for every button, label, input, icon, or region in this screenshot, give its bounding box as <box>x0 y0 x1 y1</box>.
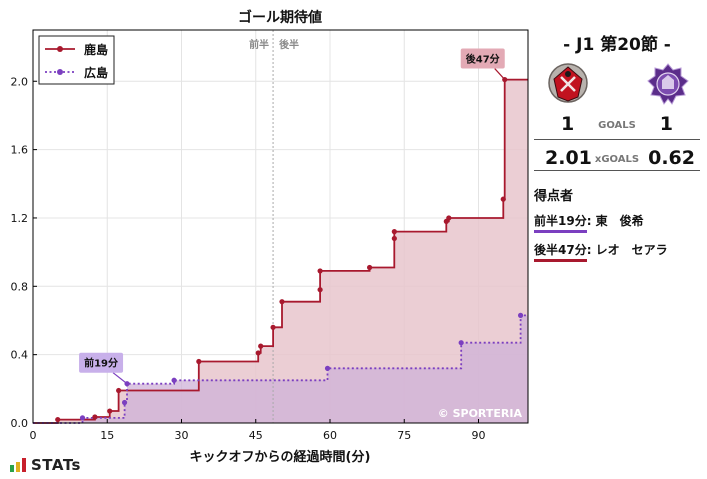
match-panel: - J1 第20節 - 1 GOALS 1 2.01 xGOALS 0.62 得… <box>534 28 700 262</box>
scorer-entry: 前半19分: 東 俊希 <box>534 212 700 233</box>
brand-name: STATs <box>31 456 81 474</box>
data-point <box>79 415 86 421</box>
x-tick-label: 30 <box>175 429 189 442</box>
data-point <box>317 268 323 274</box>
data-point <box>255 350 261 356</box>
match-title: - J1 第20節 - <box>563 35 671 55</box>
series-points <box>55 76 524 423</box>
data-point <box>446 215 452 221</box>
data-point <box>500 196 506 202</box>
y-tick-label: 1.6 <box>11 144 29 157</box>
series-area <box>33 315 528 423</box>
data-point <box>55 416 61 423</box>
legend-label: 鹿島 <box>84 42 108 57</box>
data-point <box>458 340 464 346</box>
x-tick-label: 0 <box>30 429 37 442</box>
data-point <box>391 235 397 242</box>
home-score: 1 <box>561 113 575 135</box>
away-xg: 0.62 <box>648 147 695 169</box>
y-tick-label: 0.8 <box>11 280 29 293</box>
hiroshima-crest-icon <box>647 63 689 105</box>
y-tick-label: 0.0 <box>11 417 29 430</box>
half-label-second: 後半 <box>279 38 299 51</box>
legend-marker <box>57 46 63 52</box>
scorer-time: 後半47分 <box>534 241 587 262</box>
goals-label: GOALS <box>598 120 636 131</box>
y-tick-label: 1.2 <box>11 212 29 225</box>
xg-row: 2.01 xGOALS 0.62 <box>534 142 700 171</box>
y-tick-label: 2.0 <box>11 75 29 88</box>
half-label-first: 前半 <box>249 38 269 51</box>
annotation-box <box>79 352 124 373</box>
y-tick-label: 0.4 <box>11 349 29 362</box>
annotation-box <box>460 48 505 69</box>
data-point <box>107 408 113 414</box>
scorer-entry: 後半47分: レオ セアラ <box>534 241 700 262</box>
data-point <box>324 365 331 371</box>
brand-logo: STATs <box>10 456 81 474</box>
scorers-heading: 得点者 <box>534 189 574 204</box>
legend-box <box>38 35 115 85</box>
data-point <box>270 324 276 330</box>
half-time-marker: 前半 後半 <box>249 30 299 423</box>
data-point <box>317 287 323 293</box>
data-point <box>196 358 202 365</box>
axes: 0 15 30 45 60 75 90 0.0 0.4 0.8 1.2 1.6 2.0 <box>11 75 486 442</box>
x-tick-label: 15 <box>100 429 114 442</box>
data-point <box>121 399 128 406</box>
data-point <box>367 264 373 271</box>
team-crests <box>534 55 700 113</box>
x-tick-label: 45 <box>249 429 263 442</box>
x-tick-label: 75 <box>397 429 411 442</box>
area-fills <box>33 79 528 423</box>
series-area <box>33 79 528 423</box>
data-point <box>92 414 98 420</box>
legend-label: 広島 <box>84 65 108 80</box>
home-xg: 2.01 <box>545 147 592 169</box>
data-point <box>391 229 397 235</box>
watermark: © SPORTERIA <box>438 407 523 420</box>
data-point <box>517 312 524 318</box>
data-point <box>116 387 122 394</box>
legend-marker <box>57 69 63 75</box>
plot-frame <box>32 29 529 424</box>
annotation-label: 後47分 <box>466 53 500 66</box>
data-point <box>279 299 285 305</box>
goals-row: 1 GOALS 1 <box>534 113 700 140</box>
x-tick-label: 60 <box>323 429 337 442</box>
x-tick-label: 90 <box>472 429 486 442</box>
kashima-crest-icon <box>548 63 588 103</box>
annotation-label: 前19分 <box>84 357 118 370</box>
chart-title: ゴール期待値 <box>238 9 322 26</box>
scorer-name: : レオ セアラ <box>586 243 668 257</box>
annotation-pointer <box>112 372 128 385</box>
annotation-pointer <box>494 68 506 80</box>
x-axis-label: キックオフからの経過時間(分) <box>190 449 371 465</box>
scorer-name: : 東 俊希 <box>586 214 644 228</box>
stats-bars-icon <box>10 458 26 472</box>
scorer-time: 前半19分 <box>534 212 587 233</box>
data-point <box>171 377 177 383</box>
away-score: 1 <box>659 113 673 135</box>
data-point <box>258 343 264 349</box>
xg-label: xGOALS <box>594 154 640 165</box>
